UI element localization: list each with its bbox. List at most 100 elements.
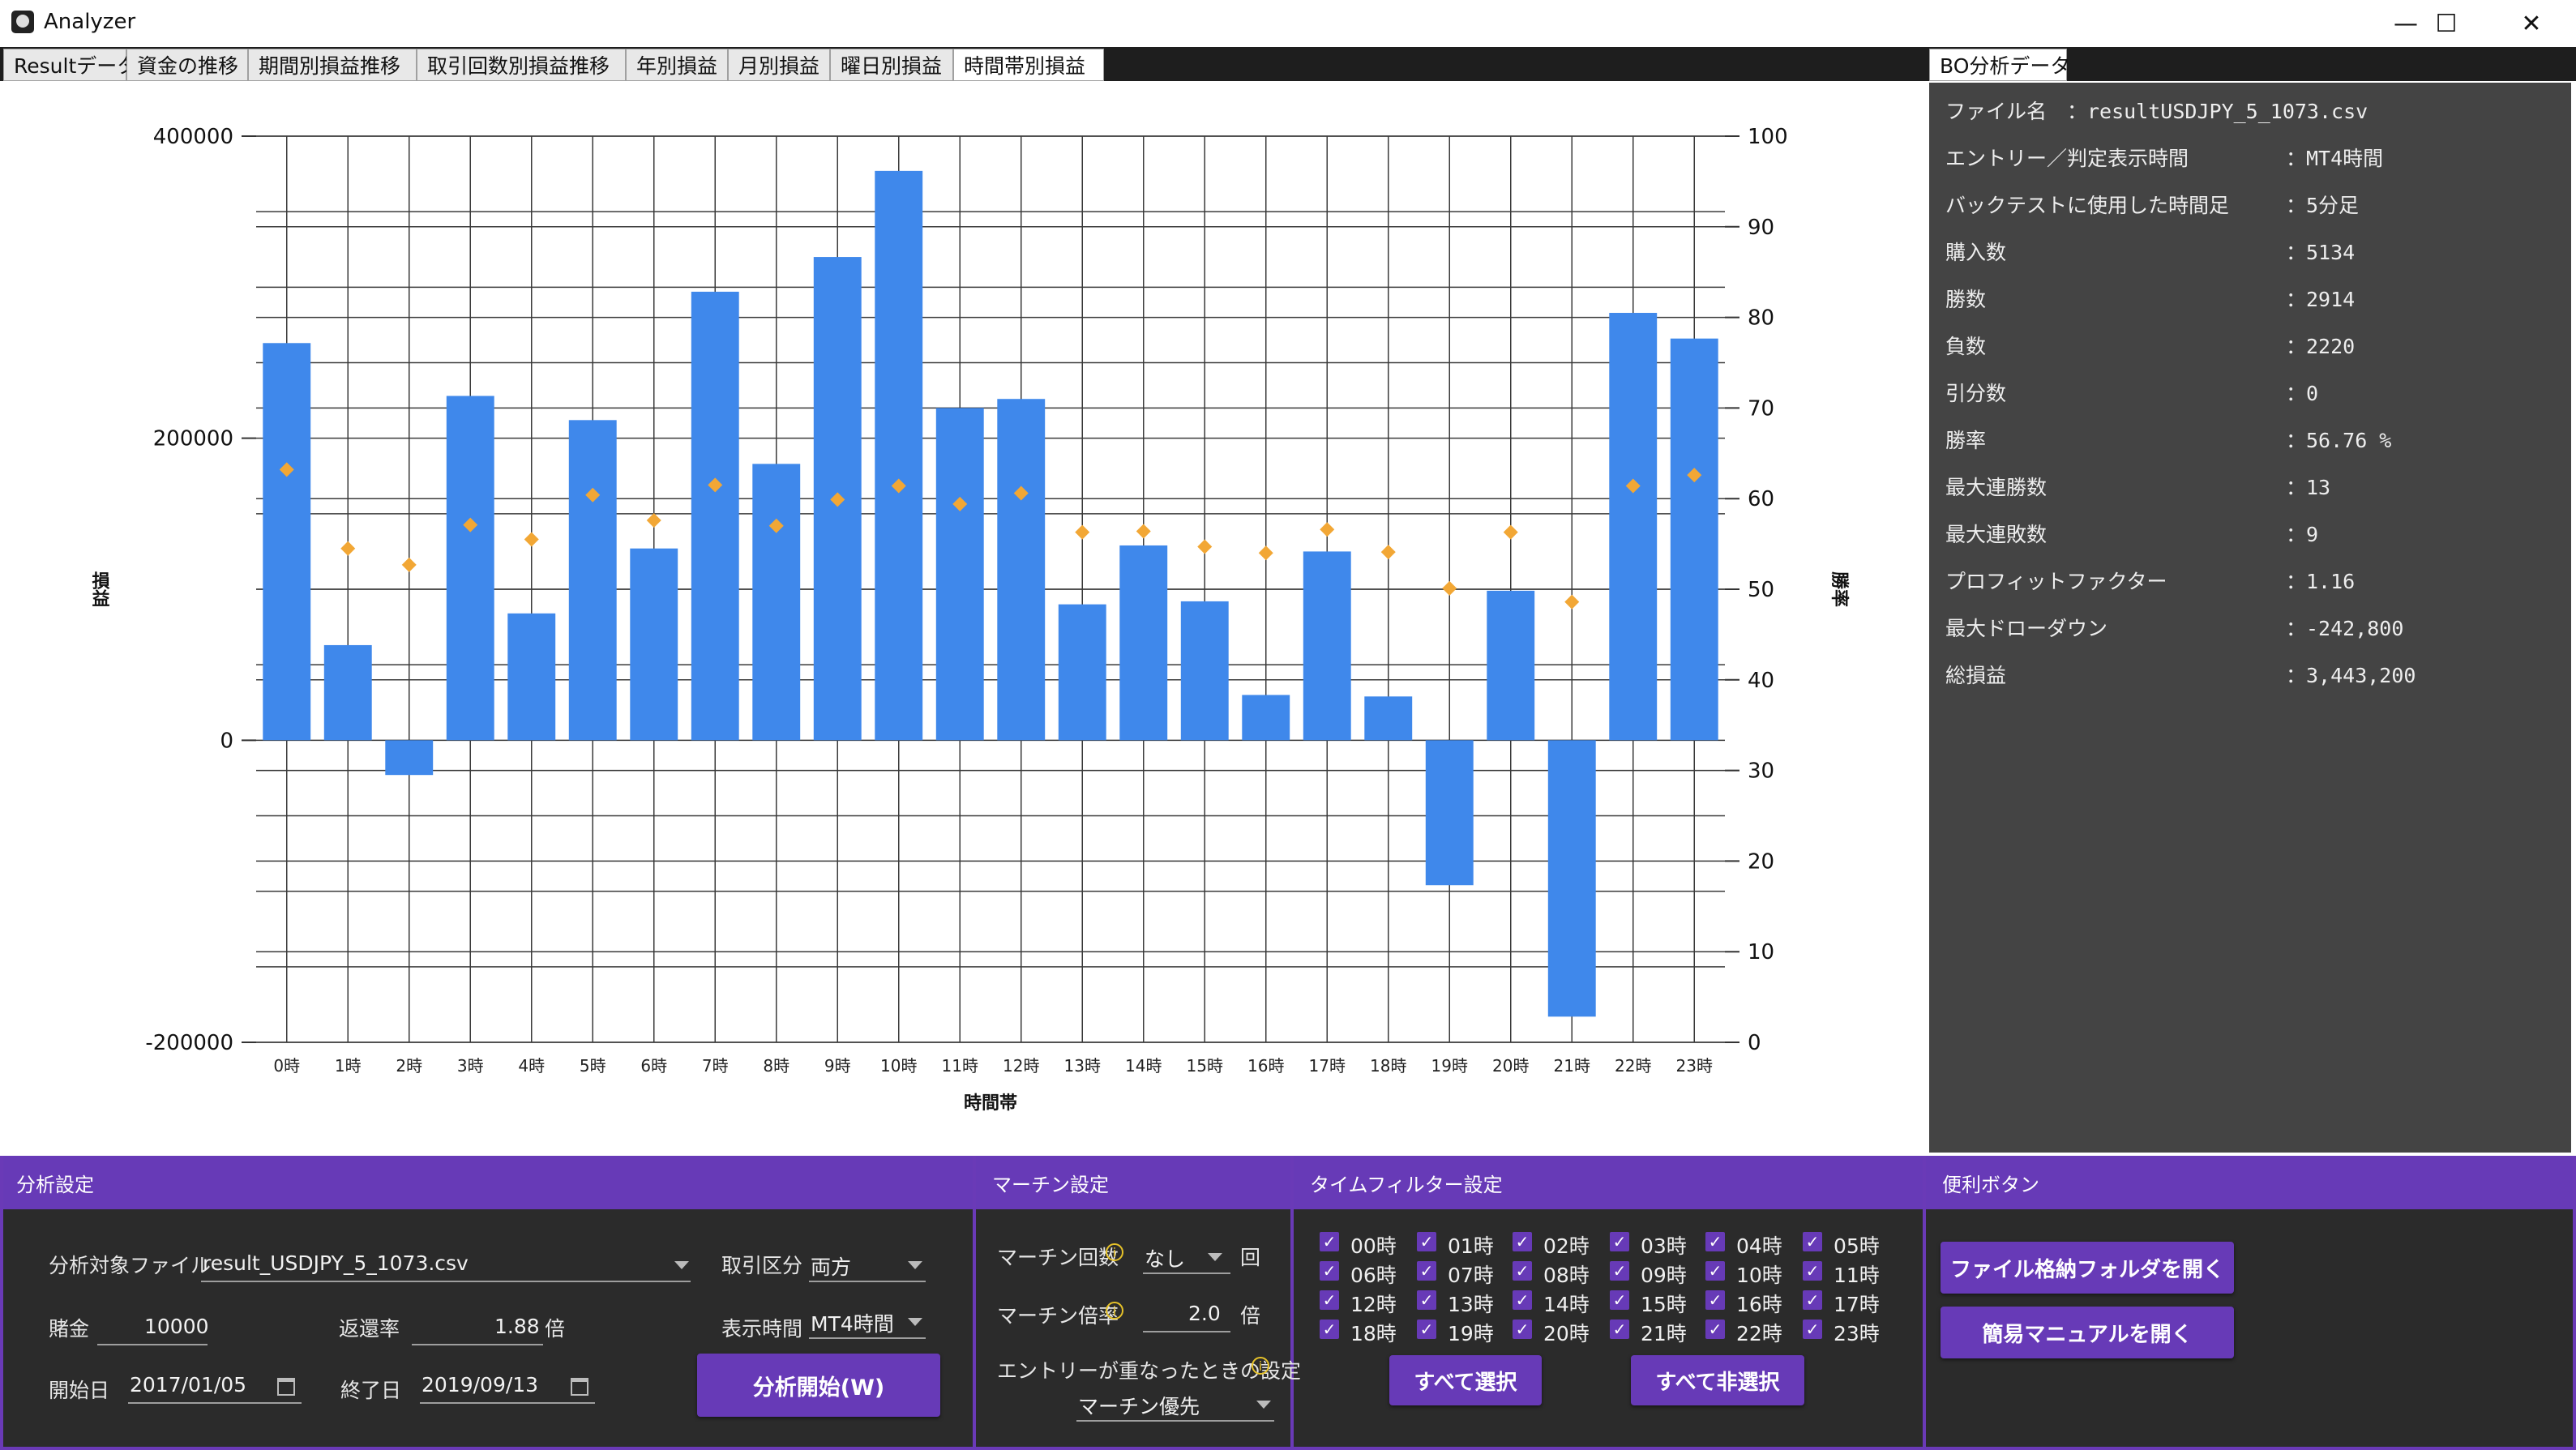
start-date-input[interactable]: 2017/01/05 [130,1373,247,1397]
info-value: ：13 [2286,476,2331,499]
chevron-down-icon[interactable] [908,1261,922,1269]
maximize-button[interactable]: ☐ [2435,9,2458,38]
tab-result-data[interactable]: Resultデータ [3,49,137,81]
hour-checkbox[interactable]: ✓ [1803,1261,1822,1281]
info-label: 最大連敗数 [1945,523,2048,546]
trade-type-select[interactable]: 両方 [811,1255,852,1279]
hour-checkbox[interactable]: ✓ [1320,1290,1339,1310]
bar [1303,551,1351,741]
minimize-button[interactable]: — [2394,9,2418,38]
close-button[interactable]: ✕ [2521,9,2542,38]
hour-checkbox[interactable]: ✓ [1705,1232,1725,1251]
tab-trade-count-pnl[interactable]: 取引回数別損益推移 [417,49,626,81]
info-icon[interactable]: i [1252,1357,1269,1375]
hour-checkbox[interactable]: ✓ [1513,1261,1532,1281]
open-folder-button[interactable]: ファイル格納フォルダを開く [1941,1242,2234,1294]
hour-checkbox-label: 05時 [1834,1234,1880,1258]
open-manual-button[interactable]: 簡易マニュアルを開く [1941,1307,2234,1358]
hour-checkbox[interactable]: ✓ [1610,1320,1629,1339]
chevron-down-icon[interactable] [908,1318,922,1326]
file-select[interactable]: result_USDJPY_5_1073.csv [203,1251,469,1275]
bar [1487,590,1535,741]
calendar-icon[interactable] [571,1378,588,1396]
x-tick-label: 7時 [702,1056,729,1076]
hour-checkbox[interactable]: ✓ [1320,1232,1339,1251]
hour-checkbox[interactable]: ✓ [1705,1261,1725,1281]
y2-tick-label: 30 [1748,759,1774,784]
payout-unit: 倍 [545,1317,566,1341]
hour-checkbox[interactable]: ✓ [1513,1320,1532,1339]
tab-fund-history[interactable]: 資金の推移 [126,49,248,81]
win-rate-marker [1136,524,1151,539]
tab-monthly-pnl[interactable]: 月別損益 [728,49,830,81]
hour-checkbox[interactable]: ✓ [1417,1290,1436,1310]
x-tick-label: 12時 [1003,1056,1039,1076]
chevron-down-icon[interactable] [1256,1401,1271,1409]
win-rate-marker [1075,524,1090,540]
info-label: 購入数 [1945,241,2007,264]
hour-checkbox-label: 21時 [1641,1322,1687,1345]
win-rate-marker [1564,594,1580,610]
martin-rate-input[interactable]: 2.0 [1188,1302,1221,1325]
run-analysis-button[interactable]: 分析開始(W) [697,1354,940,1417]
y-tick-label: -200000 [145,1031,233,1055]
hour-checkbox[interactable]: ✓ [1417,1232,1436,1251]
display-time-select[interactable]: MT4時間 [811,1312,894,1336]
tab-yearly-pnl[interactable]: 年別損益 [626,49,728,81]
tab-hourly-pnl[interactable]: 時間帯別損益 [953,49,1104,81]
info-icon[interactable]: i [1106,1243,1123,1261]
x-tick-label: 2時 [396,1056,422,1076]
chevron-down-icon[interactable] [674,1261,689,1269]
payout-input[interactable]: 1.88 [494,1315,540,1338]
hour-checkbox[interactable]: ✓ [1705,1320,1725,1339]
hour-checkbox[interactable]: ✓ [1803,1232,1822,1251]
y-tick-label: 400000 [153,125,233,149]
hour-checkbox-label: 07時 [1448,1264,1494,1287]
hour-checkbox[interactable]: ✓ [1417,1261,1436,1281]
hour-checkbox[interactable]: ✓ [1320,1320,1339,1339]
win-rate-marker [1380,545,1396,560]
hour-checkbox[interactable]: ✓ [1803,1320,1822,1339]
x-tick-label: 16時 [1247,1056,1284,1076]
deselect-all-button[interactable]: すべて非選択 [1631,1355,1804,1405]
x-tick-label: 21時 [1554,1056,1590,1076]
chevron-down-icon[interactable] [1208,1253,1222,1261]
hour-checkbox[interactable]: ✓ [1320,1261,1339,1281]
file-label: 分析対象ファイル [49,1254,212,1277]
end-date-underline [420,1402,595,1404]
hour-checkbox[interactable]: ✓ [1513,1290,1532,1310]
hour-checkbox[interactable]: ✓ [1705,1290,1725,1310]
x-tick-label: 8時 [763,1056,789,1076]
hour-checkbox-label: 10時 [1736,1264,1782,1287]
divider [2573,1156,2576,1450]
bet-input[interactable]: 10000 [144,1315,209,1338]
tab-period-pnl[interactable]: 期間別損益推移 [248,49,417,81]
y2-tick-label: 100 [1748,125,1788,149]
hour-checkbox[interactable]: ✓ [1610,1290,1629,1310]
hour-checkbox-label: 19時 [1448,1322,1494,1345]
tab-bo-analysis[interactable]: BO分析データ [1929,49,2070,81]
info-value: ：2914 [2286,288,2356,311]
hour-checkbox[interactable]: ✓ [1610,1232,1629,1251]
tab-weekday-pnl[interactable]: 曜日別損益 [830,49,953,81]
title-bar [0,0,2576,48]
info-label: エントリー／判定表示時間 [1945,147,2189,170]
info-icon[interactable]: i [1106,1302,1123,1320]
martin-count-select[interactable]: なし [1145,1247,1186,1271]
divider [0,1447,2576,1450]
overlap-select[interactable]: マーチン優先 [1078,1395,1200,1418]
hour-checkbox-label: 11時 [1834,1264,1880,1287]
calendar-icon[interactable] [277,1378,295,1396]
hour-checkbox[interactable]: ✓ [1417,1320,1436,1339]
x-tick-label: 20時 [1492,1056,1529,1076]
select-all-button[interactable]: すべて選択 [1389,1355,1542,1405]
hour-checkbox[interactable]: ✓ [1513,1232,1532,1251]
hour-checkbox-label: 04時 [1736,1234,1782,1258]
martin-count-label: マーチン回数 [997,1246,1119,1269]
hour-checkbox[interactable]: ✓ [1803,1290,1822,1310]
hour-checkbox-label: 08時 [1543,1264,1590,1287]
end-date-input[interactable]: 2019/09/13 [421,1373,539,1397]
hour-checkbox[interactable]: ✓ [1610,1261,1629,1281]
win-rate-marker [1503,524,1518,540]
hour-checkbox-label: 20時 [1543,1322,1590,1345]
